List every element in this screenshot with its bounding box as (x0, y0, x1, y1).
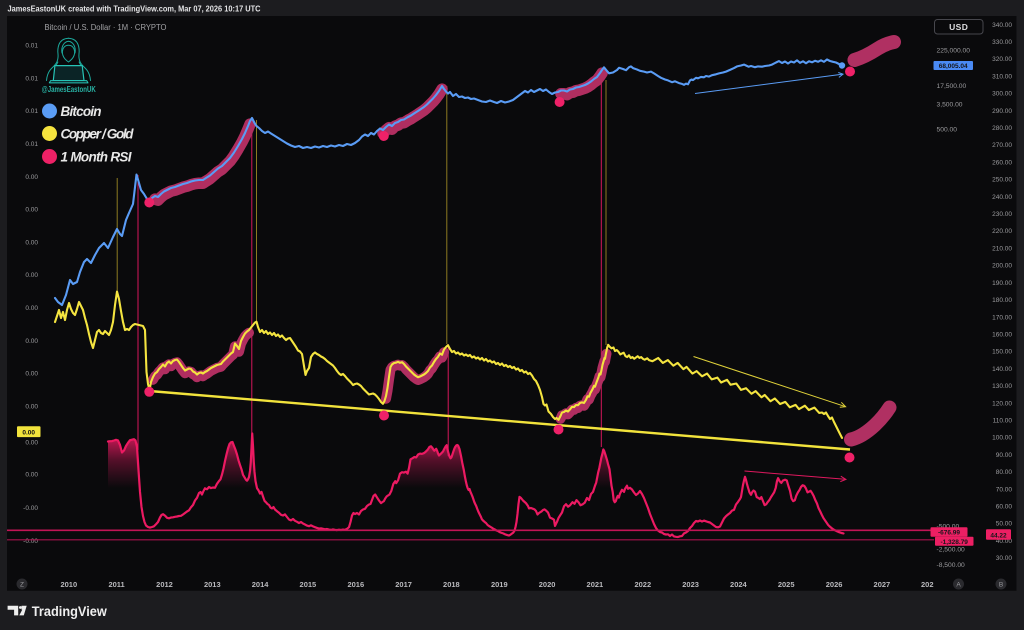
svg-text:2025: 2025 (778, 580, 795, 589)
svg-text:280.00: 280.00 (992, 125, 1012, 132)
svg-text:500.00: 500.00 (937, 126, 958, 133)
svg-text:0.00: 0.00 (25, 404, 38, 411)
svg-text:180.00: 180.00 (992, 297, 1012, 304)
svg-text:2017: 2017 (395, 580, 412, 589)
svg-text:44.22: 44.22 (990, 532, 1007, 539)
svg-text:2020: 2020 (539, 580, 556, 589)
svg-text:40.00: 40.00 (996, 538, 1013, 545)
svg-text:200.00: 200.00 (992, 263, 1012, 270)
svg-text:USD: USD (949, 22, 968, 32)
svg-text:68,005.04: 68,005.04 (939, 63, 968, 70)
svg-text:202: 202 (921, 580, 934, 589)
svg-text:Z: Z (20, 582, 24, 589)
svg-text:0.01: 0.01 (25, 108, 38, 115)
svg-text:0.01: 0.01 (25, 75, 38, 82)
svg-text:80.00: 80.00 (996, 469, 1013, 476)
svg-text:0.01: 0.01 (25, 141, 38, 148)
svg-text:-676.99: -676.99 (938, 530, 960, 537)
svg-text:A: A (956, 582, 961, 589)
svg-text:Bitcoin / U.S. Dollar · 1M · C: Bitcoin / U.S. Dollar · 1M · CRYPTO (45, 23, 167, 32)
svg-text:250.00: 250.00 (992, 177, 1012, 184)
svg-text:330.00: 330.00 (992, 39, 1012, 46)
svg-text:340.00: 340.00 (992, 22, 1012, 29)
svg-text:2016: 2016 (347, 580, 364, 589)
svg-text:0.01: 0.01 (25, 43, 38, 50)
svg-text:0.00: 0.00 (25, 371, 38, 378)
svg-text:2021: 2021 (587, 580, 604, 589)
svg-text:2027: 2027 (874, 580, 891, 589)
svg-text:-500.00: -500.00 (937, 524, 960, 531)
svg-text:240.00: 240.00 (992, 194, 1012, 201)
svg-text:-8,500.00: -8,500.00 (937, 562, 966, 569)
svg-text:3,500.00: 3,500.00 (937, 101, 963, 108)
svg-text:2010: 2010 (60, 580, 77, 589)
svg-text:0.00: 0.00 (25, 440, 38, 447)
svg-text:2012: 2012 (156, 580, 173, 589)
svg-text:260.00: 260.00 (992, 159, 1012, 166)
svg-text:Bitcoin: Bitcoin (61, 104, 102, 119)
svg-text:110.00: 110.00 (993, 418, 1013, 425)
svg-text:2022: 2022 (634, 580, 651, 589)
svg-text:0.00: 0.00 (25, 174, 38, 181)
svg-text:130.00: 130.00 (992, 383, 1012, 390)
svg-text:0.00: 0.00 (25, 472, 38, 479)
svg-text:170.00: 170.00 (992, 314, 1012, 321)
svg-text:90.00: 90.00 (996, 452, 1013, 459)
svg-text:@JamesEastonUK: @JamesEastonUK (42, 84, 97, 94)
svg-text:2026: 2026 (826, 580, 843, 589)
svg-text:140.00: 140.00 (992, 366, 1012, 373)
svg-text:B: B (999, 582, 1003, 589)
svg-text:300.00: 300.00 (992, 91, 1012, 98)
svg-text:2024: 2024 (730, 580, 748, 589)
svg-text:310.00: 310.00 (992, 73, 1012, 80)
svg-text:220.00: 220.00 (992, 228, 1012, 235)
svg-text:150.00: 150.00 (992, 349, 1012, 356)
svg-text:2011: 2011 (108, 580, 124, 589)
svg-text:230.00: 230.00 (992, 211, 1012, 218)
svg-text:2019: 2019 (491, 580, 508, 589)
svg-text:TradingView: TradingView (32, 604, 107, 619)
svg-text:0.00: 0.00 (25, 239, 38, 246)
svg-text:225,000.00: 225,000.00 (937, 48, 971, 55)
svg-text:-2,500.00: -2,500.00 (937, 547, 966, 554)
svg-text:0.00: 0.00 (25, 272, 38, 279)
svg-text:60.00: 60.00 (996, 504, 1013, 511)
svg-text:0.00: 0.00 (25, 338, 38, 345)
svg-text:2018: 2018 (443, 580, 460, 589)
svg-text:-0.00: -0.00 (23, 505, 38, 512)
svg-text:50.00: 50.00 (996, 521, 1013, 528)
svg-text:-1,328.79: -1,328.79 (940, 539, 968, 546)
svg-text:17,500.00: 17,500.00 (937, 83, 967, 90)
svg-text:Copper / Gold: Copper / Gold (61, 127, 135, 142)
svg-text:210.00: 210.00 (992, 245, 1012, 252)
svg-text:0.00: 0.00 (25, 305, 38, 312)
svg-text:2023: 2023 (682, 580, 699, 589)
svg-text:2013: 2013 (204, 580, 221, 589)
svg-text:2014: 2014 (252, 580, 270, 589)
svg-text:270.00: 270.00 (992, 142, 1012, 149)
svg-text:0.00: 0.00 (22, 429, 35, 436)
svg-text:-0.00: -0.00 (23, 538, 38, 545)
svg-text:2015: 2015 (300, 580, 317, 589)
svg-text:120.00: 120.00 (992, 400, 1012, 407)
svg-text:190.00: 190.00 (992, 280, 1012, 287)
svg-text:290.00: 290.00 (992, 108, 1012, 115)
svg-text:160.00: 160.00 (992, 332, 1012, 339)
svg-text:1 Month RSI: 1 Month RSI (61, 150, 132, 165)
svg-text:320.00: 320.00 (992, 56, 1012, 63)
svg-text:JamesEastonUK created with Tra: JamesEastonUK created with TradingView.c… (8, 4, 261, 13)
svg-text:100.00: 100.00 (992, 435, 1012, 442)
svg-text:30.00: 30.00 (996, 555, 1013, 562)
svg-text:70.00: 70.00 (996, 486, 1013, 493)
svg-text:0.00: 0.00 (25, 207, 38, 214)
